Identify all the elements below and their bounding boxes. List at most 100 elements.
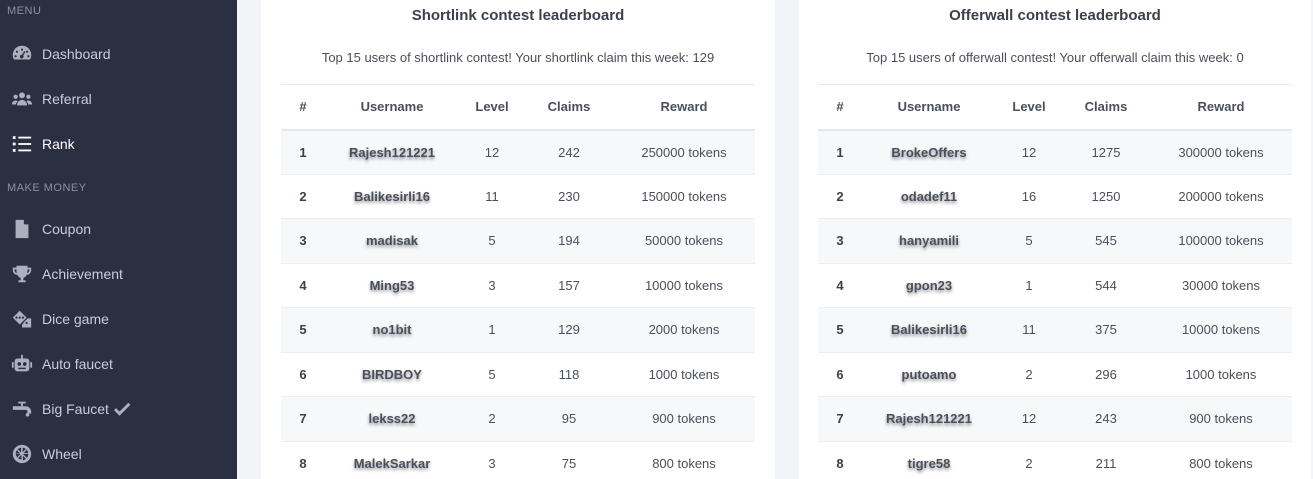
reward-cell: 30000 tokens [1150,262,1292,308]
username-cell: MalekSarkar [325,440,459,479]
sidebar-item-big-faucet[interactable]: Big Faucet [0,391,237,427]
rank-cell: 2 [818,173,862,219]
faucet-icon [10,398,34,420]
panel-subtitle: Top 15 users of shortlink contest! Your … [321,50,715,65]
offerwall-leaderboard-panel: Offerwall contest leaderboard Top 15 use… [799,0,1311,479]
reward-cell: 800 tokens [613,440,755,479]
sidebar-item-label: Big Faucet [42,401,109,417]
claims-cell: 211 [1062,440,1150,479]
sidebar-item-label: Dice game [42,311,109,327]
dashboard-icon [10,43,34,65]
username-cell: gpon23 [862,262,996,308]
claims-cell: 544 [1062,262,1150,308]
sidebar-item-label: Referral [42,91,92,107]
table-row: 6 putoamo 2 296 1000 tokens [818,351,1292,397]
level-cell: 3 [459,262,525,308]
reward-cell: 100000 tokens [1150,218,1292,263]
claims-cell: 242 [525,129,613,174]
level-cell: 12 [996,129,1062,174]
claims-cell: 296 [1062,351,1150,397]
reward-cell: 200000 tokens [1150,173,1292,219]
rank-cell: 5 [281,307,325,352]
level-cell: 16 [996,173,1062,219]
sidebar-item-coupon[interactable]: Coupon [0,211,237,247]
sidebar-item-auto-faucet[interactable]: Auto faucet [0,346,237,382]
table-row: 4 gpon23 1 544 30000 tokens [818,262,1292,308]
reward-cell: 2000 tokens [613,307,755,352]
username-cell: Balikesirli16 [862,307,996,352]
level-cell: 2 [996,351,1062,397]
reward-cell: 1000 tokens [613,351,755,397]
col-rank: # [818,84,862,131]
rank-cell: 4 [818,262,862,308]
username-cell: Rajesh121221 [325,129,459,174]
table-row: 7 lekss22 2 95 900 tokens [281,396,755,441]
table-row: 5 Balikesirli16 11 375 10000 tokens [818,307,1292,352]
rank-cell: 4 [281,262,325,308]
sidebar-item-dashboard[interactable]: Dashboard [0,36,237,72]
username-cell: lekss22 [325,396,459,441]
dice-icon [10,308,34,330]
level-cell: 1 [459,307,525,352]
shortlink-table-body: 1 Rajesh121221 12 242 250000 tokens 2 Balikesi… [281,129,755,479]
sidebar-item-rank[interactable]: Rank [0,126,237,162]
claims-cell: 375 [1062,307,1150,352]
claims-cell: 75 [525,440,613,479]
username-cell: hanyamili [862,218,996,263]
claims-cell: 129 [525,307,613,352]
rank-cell: 3 [281,218,325,263]
level-cell: 5 [459,351,525,397]
file-icon [10,218,34,240]
rank-cell: 6 [281,351,325,397]
level-cell: 12 [996,396,1062,441]
table-row: 2 odadef11 16 1250 200000 tokens [818,173,1292,219]
table-row: 1 BrokeOffers 12 1275 300000 tokens [818,129,1292,174]
username-cell: odadef11 [862,173,996,219]
sidebar-item-label: Coupon [42,221,92,237]
panel-subtitle: Top 15 users of offerwall contest! Your … [866,50,1244,65]
rank-cell: 1 [818,129,862,174]
col-username: Username [862,84,996,131]
trophy-icon [10,263,34,285]
table-row: 8 tigre58 2 211 800 tokens [818,440,1292,479]
col-claims: Claims [525,84,613,131]
rank-cell: 8 [281,440,325,479]
col-level: Level [996,84,1062,131]
reward-cell: 10000 tokens [613,262,755,308]
rank-cell: 6 [818,351,862,397]
claims-cell: 157 [525,262,613,308]
sidebar-item-dice-game[interactable]: Dice game [0,301,237,337]
level-cell: 11 [459,173,525,219]
reward-cell: 50000 tokens [613,218,755,263]
col-username: Username [325,84,459,131]
level-cell: 3 [459,440,525,479]
sidebar-item-wheel[interactable]: Wheel [0,436,237,472]
sidebar-item-achievement[interactable]: Achievement [0,256,237,292]
username-cell: BrokeOffers [862,129,996,174]
level-cell: 12 [459,129,525,174]
sidebar-item-label: Dashboard [42,46,111,62]
claims-cell: 95 [525,396,613,441]
reward-cell: 900 tokens [1150,396,1292,441]
claims-cell: 243 [1062,396,1150,441]
col-reward: Reward [1150,84,1292,131]
table-header-row: # Username Level Claims Reward [281,84,755,131]
table-row: 7 Rajesh121221 12 243 900 tokens [818,396,1292,441]
reward-cell: 250000 tokens [613,129,755,174]
claims-cell: 194 [525,218,613,263]
table-row: 3 hanyamili 5 545 100000 tokens [818,218,1292,263]
rank-cell: 2 [281,173,325,219]
sidebar-item-label: Achievement [42,266,123,282]
col-claims: Claims [1062,84,1150,131]
username-cell: madisak [325,218,459,263]
reward-cell: 900 tokens [613,396,755,441]
table-header-row: # Username Level Claims Reward [818,84,1292,131]
username-cell: putoamo [862,351,996,397]
users-icon [10,88,34,110]
panel-title: Offerwall contest leaderboard [949,7,1161,24]
level-cell: 2 [996,440,1062,479]
table-row: 6 BIRDBOY 5 118 1000 tokens [281,351,755,397]
offerwall-table-body: 1 BrokeOffers 12 1275 300000 tokens 2 odadef11… [818,129,1292,479]
sidebar-item-referral[interactable]: Referral [0,81,237,117]
level-cell: 5 [459,218,525,263]
